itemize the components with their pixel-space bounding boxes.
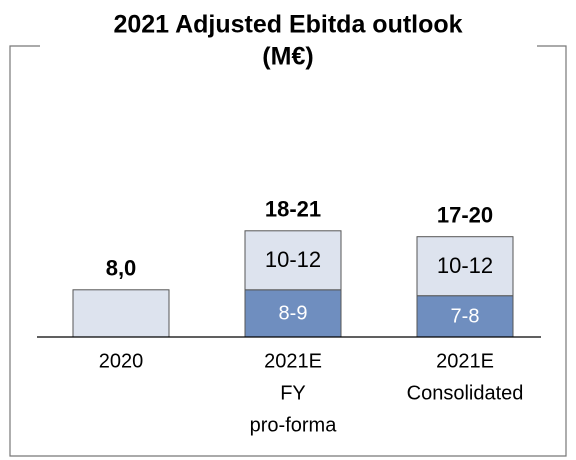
total-label: 8,0: [106, 256, 137, 281]
x-tick-label: FY: [280, 382, 306, 404]
x-tick-label: 2021E: [264, 350, 322, 372]
bar-segment: [416, 236, 514, 297]
x-tick-label: 2021E: [436, 350, 494, 372]
segment-label: 8-9: [279, 303, 308, 325]
frame: [9, 45, 567, 457]
total-label: 18-21: [265, 197, 321, 222]
bar-segment: [72, 289, 170, 338]
segment-label: 10-12: [265, 247, 321, 272]
x-tick-label: Consolidated: [407, 382, 524, 404]
x-tick-label: 2020: [99, 350, 144, 372]
x-tick-label: pro-forma: [250, 414, 338, 436]
chart-title: (M€): [262, 43, 313, 71]
chart-title: 2021 Adjusted Ebitda outlook: [113, 11, 462, 39]
segment-label: 7-8: [451, 306, 480, 328]
segment-label: 10-12: [437, 253, 493, 278]
bar-segment: [244, 230, 342, 291]
total-label: 17-20: [437, 203, 493, 228]
